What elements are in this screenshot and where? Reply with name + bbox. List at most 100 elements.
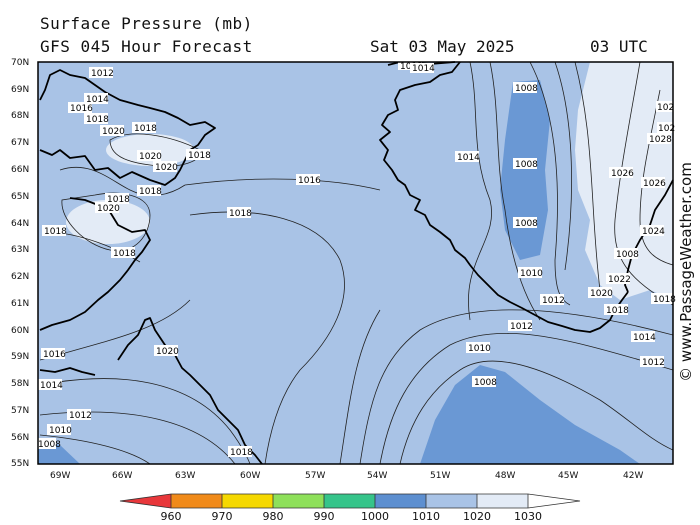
isobar-label: 1008	[38, 438, 61, 450]
svg-text:1010: 1010	[49, 426, 72, 436]
quebec-labrador-south	[117, 317, 263, 465]
svg-text:102: 102	[658, 124, 675, 134]
svg-text:1008: 1008	[616, 250, 639, 260]
lat-label: 56N	[11, 433, 29, 443]
svg-text:1012: 1012	[510, 322, 533, 332]
map-title: Surface Pressure (mb)	[40, 14, 253, 33]
isobar-label: 1022	[606, 273, 631, 285]
lat-label: 67N	[11, 138, 29, 148]
lon-label: 66W	[112, 471, 132, 481]
svg-text:1020: 1020	[590, 289, 613, 299]
legend-swatch	[426, 494, 477, 508]
isobar-label: 1012	[640, 356, 665, 368]
isobar-label: 1018	[42, 225, 67, 237]
isobar-label: 1018	[651, 293, 676, 305]
isobar-label: 1014	[410, 63, 435, 74]
svg-text:1014: 1014	[633, 333, 656, 343]
legend-swatch	[273, 494, 324, 508]
svg-text:1020: 1020	[156, 347, 179, 357]
svg-text:1020: 1020	[102, 127, 125, 137]
lat-label: 60N	[11, 326, 29, 336]
legend-label: 970	[212, 510, 233, 523]
isobar-label: 1018	[604, 304, 629, 316]
lat-label: 68N	[11, 111, 29, 121]
svg-text:1026: 1026	[611, 169, 634, 179]
baffin-island-coast	[39, 69, 216, 186]
lon-label: 69W	[50, 471, 70, 481]
svg-text:1018: 1018	[229, 209, 252, 219]
isobar-label: 1020	[153, 161, 178, 173]
high-region-hudson	[66, 200, 150, 244]
isobar-label: 1012	[67, 409, 92, 421]
legend-swatch	[171, 494, 222, 508]
svg-text:1014: 1014	[457, 153, 480, 163]
isobar-label: 1026	[641, 177, 666, 189]
svg-text:1020: 1020	[97, 204, 120, 214]
isobar-lines	[39, 62, 673, 464]
svg-text:1008: 1008	[515, 84, 538, 94]
svg-text:1020: 1020	[139, 152, 162, 162]
lat-label: 66N	[11, 165, 29, 175]
legend-swatch	[375, 494, 426, 508]
low-region-denmark	[500, 80, 550, 260]
isobar-label: 1008	[472, 376, 497, 388]
isobar-label: 1012	[89, 67, 114, 79]
svg-text:1016: 1016	[70, 104, 93, 114]
isobar-label: 1016	[68, 102, 93, 114]
isobar-label: 1008	[513, 82, 538, 94]
legend-swatch	[324, 494, 375, 508]
svg-text:1016: 1016	[43, 350, 66, 360]
svg-text:1018: 1018	[606, 306, 629, 316]
site-credit: © www.PassageWeather.com	[677, 162, 695, 382]
svg-text:1012: 1012	[642, 358, 665, 368]
svg-text:1012: 1012	[69, 411, 92, 421]
isobar-label: 1014	[84, 93, 109, 105]
lat-label: 61N	[11, 299, 29, 309]
svg-text:1018: 1018	[44, 227, 67, 237]
isobar-label: 1018	[111, 247, 136, 259]
isobar-label: 1018	[84, 113, 109, 125]
isobar-label: 1008	[513, 158, 538, 170]
svg-text:1008: 1008	[515, 160, 538, 170]
lat-label: 65N	[11, 192, 29, 202]
lat-label: 70N	[11, 58, 29, 68]
isobar-label: 1018	[186, 149, 211, 161]
isobar-label: 1010	[47, 424, 72, 436]
greenland-west-coast	[379, 61, 629, 333]
lon-label: 60W	[240, 471, 260, 481]
svg-text:1018: 1018	[188, 151, 211, 161]
pressure-fill	[38, 62, 673, 464]
lat-label: 63N	[11, 245, 29, 255]
longitude-axis: 69W 66W 63W 60W 57W 54W 51W 48W 45W 42W	[50, 471, 643, 481]
isobar-label: 1018	[228, 446, 253, 458]
svg-text:1028: 1028	[649, 135, 672, 145]
lon-label: 63W	[175, 471, 195, 481]
forecast-subtitle: GFS 045 Hour Forecast	[40, 37, 253, 56]
isobar-label: 102	[657, 122, 675, 134]
svg-text:1008: 1008	[515, 219, 538, 229]
svg-text:1014: 1014	[40, 381, 63, 391]
pressure-legend: 960 970 980 990 1000 1010 1020 1030	[119, 493, 581, 523]
svg-text:1018: 1018	[134, 124, 157, 134]
isobar-label: 1020	[95, 202, 120, 214]
isobar-label: 1018	[132, 122, 157, 134]
hudson-islands	[39, 367, 96, 376]
latitude-axis: 70N 69N 68N 67N 66N 65N 64N 63N 62N 61N …	[11, 58, 29, 469]
svg-text:1018: 1018	[107, 195, 130, 205]
svg-text:1014: 1014	[86, 95, 109, 105]
lon-label: 51W	[430, 471, 450, 481]
svg-text:1018: 1018	[230, 448, 253, 458]
legend-swatch	[477, 494, 528, 508]
isobar-label: 1020	[137, 150, 162, 162]
isobar-label: 1010	[518, 267, 543, 279]
legend-label: 1020	[463, 510, 491, 523]
isobar-label: 1008	[513, 217, 538, 229]
isobar-label: 1028	[647, 133, 672, 145]
legend-swatch	[120, 494, 171, 508]
lat-label: 58N	[11, 379, 29, 389]
isobar-label: 1012	[508, 320, 533, 332]
svg-text:1008: 1008	[474, 378, 497, 388]
lon-label: 45W	[558, 471, 578, 481]
isobar-label: 1016	[296, 174, 321, 186]
